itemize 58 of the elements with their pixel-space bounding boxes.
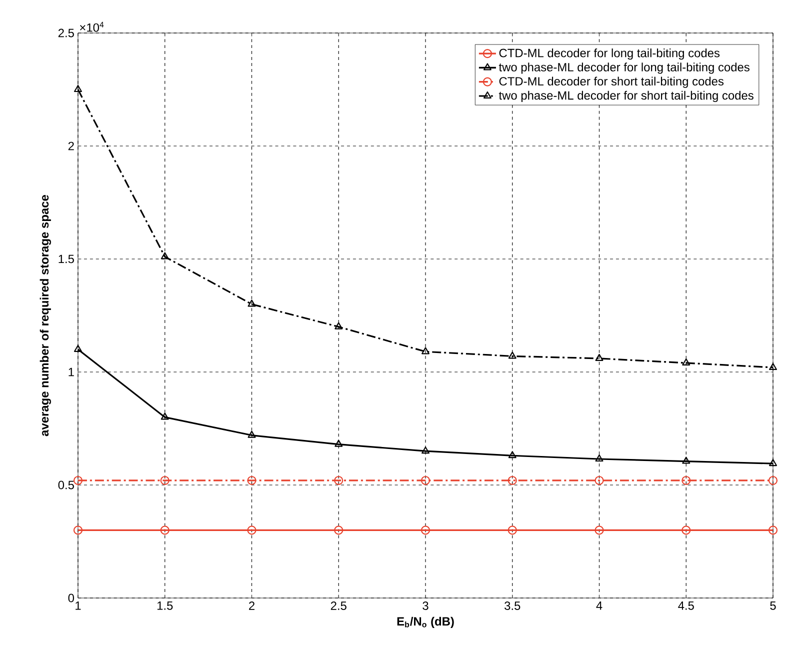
point: [595, 354, 604, 361]
point: [594, 526, 604, 535]
point: [334, 440, 343, 447]
x-tick-label: 2: [249, 602, 254, 610]
point: [160, 252, 169, 260]
legend-label: two phase-ML decoder for short tail-biting codes: [498, 90, 754, 102]
point: [74, 84, 82, 92]
text: ×10$^{4}$: [80, 22, 104, 32]
point: [160, 526, 170, 535]
point: [420, 526, 430, 535]
point: [248, 430, 256, 438]
x-tick-label: 1: [76, 602, 81, 610]
point: [247, 476, 256, 486]
point: [508, 352, 516, 359]
point: [682, 526, 691, 535]
point: [769, 362, 778, 370]
y-tick-label: 1.5: [58, 254, 74, 264]
point: [248, 300, 256, 307]
point: [160, 476, 170, 486]
y-tick-label: 1: [68, 368, 74, 376]
x-tick-label: 2.5: [330, 602, 346, 610]
point: [422, 347, 430, 354]
y-tick-label: 0: [68, 594, 74, 602]
point: [420, 476, 430, 486]
point: [334, 322, 343, 330]
point: [769, 458, 778, 466]
point: [160, 412, 169, 420]
point: [334, 526, 344, 535]
point: [508, 451, 516, 458]
x-tick-label: 4: [596, 602, 602, 610]
point: [508, 526, 517, 535]
point: [682, 456, 690, 464]
point: [508, 476, 517, 486]
y-tick-label: 2.5: [58, 28, 74, 38]
point: [682, 358, 690, 366]
point: [73, 476, 83, 486]
point: [73, 526, 83, 535]
point: [422, 446, 430, 454]
point: [595, 454, 604, 462]
y-tick-label: 0.5: [58, 480, 74, 490]
point: [594, 476, 604, 486]
x-tick-label: 1.5: [157, 602, 173, 610]
point: [334, 476, 344, 486]
point: [682, 476, 691, 486]
y-tick-label: 2: [68, 142, 74, 150]
point: [768, 526, 778, 535]
x-tick-label: 3.5: [504, 602, 520, 610]
x-tick-label: 3: [422, 602, 428, 610]
y-axis-title: average number of required storage space: [40, 195, 52, 436]
x-tick-label: 5: [770, 602, 776, 610]
legend-label: CTD-ML decoder for long tail-biting codes: [499, 48, 720, 60]
point: [247, 526, 256, 535]
point: [74, 344, 82, 352]
point: [768, 476, 778, 486]
x-axis-title: E$_{b}$/N$_{o}$ (dB): [397, 616, 454, 628]
legend-label: CTD-ML decoder for short tail-biting codes: [499, 76, 724, 88]
x-tick-label: 4.5: [678, 602, 694, 610]
legend-label: two phase-ML decoder for long tail-biting codes: [498, 62, 750, 74]
